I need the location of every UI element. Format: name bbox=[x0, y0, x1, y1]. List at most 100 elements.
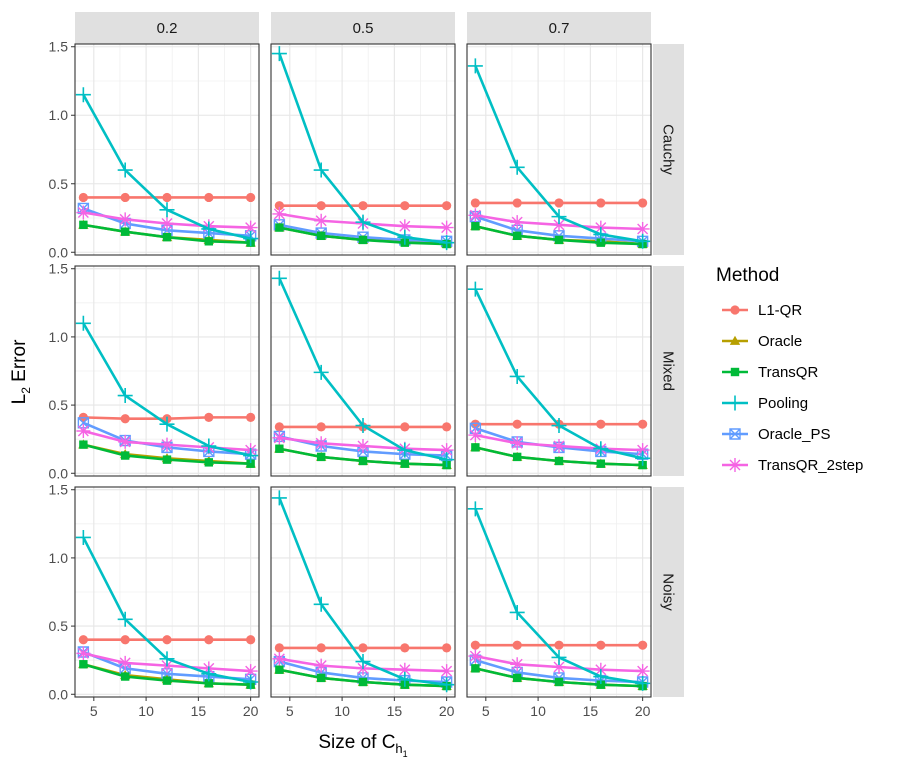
series-l1-qr bbox=[470, 640, 648, 650]
data-point-transqr-2step-16 bbox=[397, 219, 412, 234]
data-point-pooling-12 bbox=[355, 214, 371, 230]
data-point-pooling-16 bbox=[397, 229, 413, 245]
data-point-transqr-16 bbox=[596, 680, 606, 689]
axes-layer: 0.00.51.01.50.00.51.01.50.00.51.01.55 10 1… bbox=[49, 39, 651, 719]
x-tick-label: 10 bbox=[334, 703, 350, 719]
x-tick-label: 5 bbox=[90, 703, 98, 719]
data-point-transqr-2step-12 bbox=[356, 439, 370, 453]
data-point-l1-qr-16 bbox=[204, 635, 214, 645]
legend-label-oracle-ps: Oracle_PS bbox=[758, 426, 831, 443]
data-point-pooling-20 bbox=[635, 675, 651, 691]
data-point-l1-qr-16 bbox=[400, 643, 410, 653]
panel-cauchy-0-2 bbox=[74, 43, 260, 256]
data-point-transqr-8 bbox=[512, 452, 522, 462]
data-point-transqr-2step-8 bbox=[510, 215, 525, 230]
data-point-pooling-16 bbox=[593, 226, 609, 242]
data-point-l1-qr-20 bbox=[442, 422, 452, 432]
data-point-transqr-4 bbox=[79, 220, 88, 230]
column-strip-0-7 bbox=[467, 12, 651, 44]
data-point-transqr-12 bbox=[162, 676, 172, 685]
data-point-transqr-2step-20 bbox=[439, 443, 454, 458]
x-tick-label: 20 bbox=[439, 703, 455, 719]
data-point-l1-qr-16 bbox=[596, 198, 606, 208]
legend-title: Method bbox=[716, 265, 779, 286]
data-point-transqr-2step-20 bbox=[243, 220, 258, 235]
data-point-l1-qr-4 bbox=[78, 635, 88, 645]
data-point-l1-qr-4 bbox=[470, 198, 480, 208]
data-point-pooling-4 bbox=[271, 490, 287, 506]
panel-noisy-0-2 bbox=[74, 486, 260, 698]
data-point-pooling-20 bbox=[243, 448, 259, 464]
data-point-pooling-4 bbox=[467, 501, 483, 517]
y-tick-label: 1.5 bbox=[49, 39, 69, 55]
series-transqr-2step bbox=[468, 649, 650, 679]
data-point-transqr-12 bbox=[162, 232, 172, 242]
data-point-pooling-8 bbox=[509, 159, 525, 175]
data-point-pooling-16 bbox=[397, 442, 413, 458]
data-point-transqr-4 bbox=[471, 222, 480, 231]
data-point-pooling-12 bbox=[551, 649, 567, 665]
data-point-pooling-16 bbox=[201, 221, 217, 237]
data-point-l1-qr-20 bbox=[246, 412, 256, 422]
data-point-pooling-12 bbox=[551, 209, 567, 225]
data-point-transqr-8 bbox=[316, 673, 326, 683]
legend-entry-l1-qr: L1-QR bbox=[722, 302, 802, 319]
legend-marker-pooling bbox=[727, 395, 743, 411]
data-point-l1-qr-8 bbox=[512, 198, 522, 208]
data-point-pooling-16 bbox=[201, 666, 217, 682]
x-axis-title-main: Size of C bbox=[318, 732, 395, 753]
data-point-pooling-12 bbox=[355, 654, 371, 670]
data-point-transqr-8 bbox=[120, 672, 130, 681]
data-point-l1-qr-8 bbox=[512, 419, 522, 429]
series-pooling bbox=[271, 490, 455, 693]
data-point-l1-qr-16 bbox=[596, 419, 606, 429]
legend-marker-transqr bbox=[730, 367, 740, 377]
data-point-transqr-2step-4 bbox=[76, 646, 91, 661]
data-point-transqr-2step-16 bbox=[397, 662, 412, 677]
data-point-transqr-2step-20 bbox=[439, 664, 454, 679]
series-pooling bbox=[467, 58, 651, 249]
data-point-transqr-12 bbox=[358, 235, 368, 245]
data-point-l1-qr-12 bbox=[162, 192, 172, 203]
data-point-transqr-2step-4 bbox=[468, 208, 483, 223]
data-point-transqr-16 bbox=[204, 237, 214, 246]
data-point-transqr-2step-4 bbox=[76, 205, 91, 220]
data-point-l1-qr-16 bbox=[400, 422, 410, 432]
panel-mixed-0-2 bbox=[74, 265, 260, 477]
data-point-l1-qr-12 bbox=[358, 643, 368, 653]
data-point-transqr-12 bbox=[554, 235, 564, 245]
data-point-l1-qr-20 bbox=[638, 198, 648, 208]
data-point-transqr-2step-20 bbox=[635, 443, 650, 458]
legend-entry-transqr: TransQR bbox=[722, 364, 818, 381]
x-axis-title-subsubscript: 1 bbox=[403, 749, 408, 759]
data-point-pooling-8 bbox=[313, 162, 329, 178]
legend-entry-transqr-2step: TransQR_2step bbox=[722, 457, 863, 474]
data-point-transqr-4 bbox=[79, 660, 88, 669]
panel-border bbox=[270, 265, 456, 477]
data-point-pooling-20 bbox=[439, 235, 455, 251]
column-strip-label-0-5: 0.5 bbox=[353, 20, 374, 37]
x-tick-label: 10 bbox=[530, 703, 546, 719]
panel-noisy-0-7 bbox=[466, 486, 652, 698]
y-tick-label: 0.0 bbox=[49, 244, 69, 260]
panel-cauchy-0-5 bbox=[270, 43, 456, 256]
x-tick-label: 20 bbox=[635, 703, 651, 719]
panel-border bbox=[466, 486, 652, 698]
legend: Method L1-QR Oracle TransQR Pooling Oracle_P… bbox=[716, 265, 863, 474]
data-point-l1-qr-4 bbox=[470, 640, 480, 650]
data-point-l1-qr-4 bbox=[274, 201, 284, 211]
data-point-transqr-2step-8 bbox=[314, 213, 329, 228]
x-axis-title: Size of Ch1 bbox=[318, 732, 407, 759]
data-point-l1-qr-12 bbox=[554, 198, 564, 208]
data-point-l1-qr-20 bbox=[246, 192, 256, 203]
data-point-pooling-12 bbox=[551, 418, 567, 434]
legend-label-oracle: Oracle bbox=[758, 333, 802, 350]
series-l1-qr bbox=[274, 201, 452, 211]
row-strip-label-noisy: Noisy bbox=[660, 573, 677, 611]
data-point-l1-qr-12 bbox=[358, 201, 368, 211]
panel-noisy-0-5 bbox=[270, 486, 456, 698]
panel-border bbox=[74, 486, 260, 698]
legend-label-transqr-2step: TransQR_2step bbox=[758, 457, 863, 474]
y-tick-label: 0.5 bbox=[49, 176, 69, 192]
panel-mixed-0-5 bbox=[270, 265, 456, 477]
